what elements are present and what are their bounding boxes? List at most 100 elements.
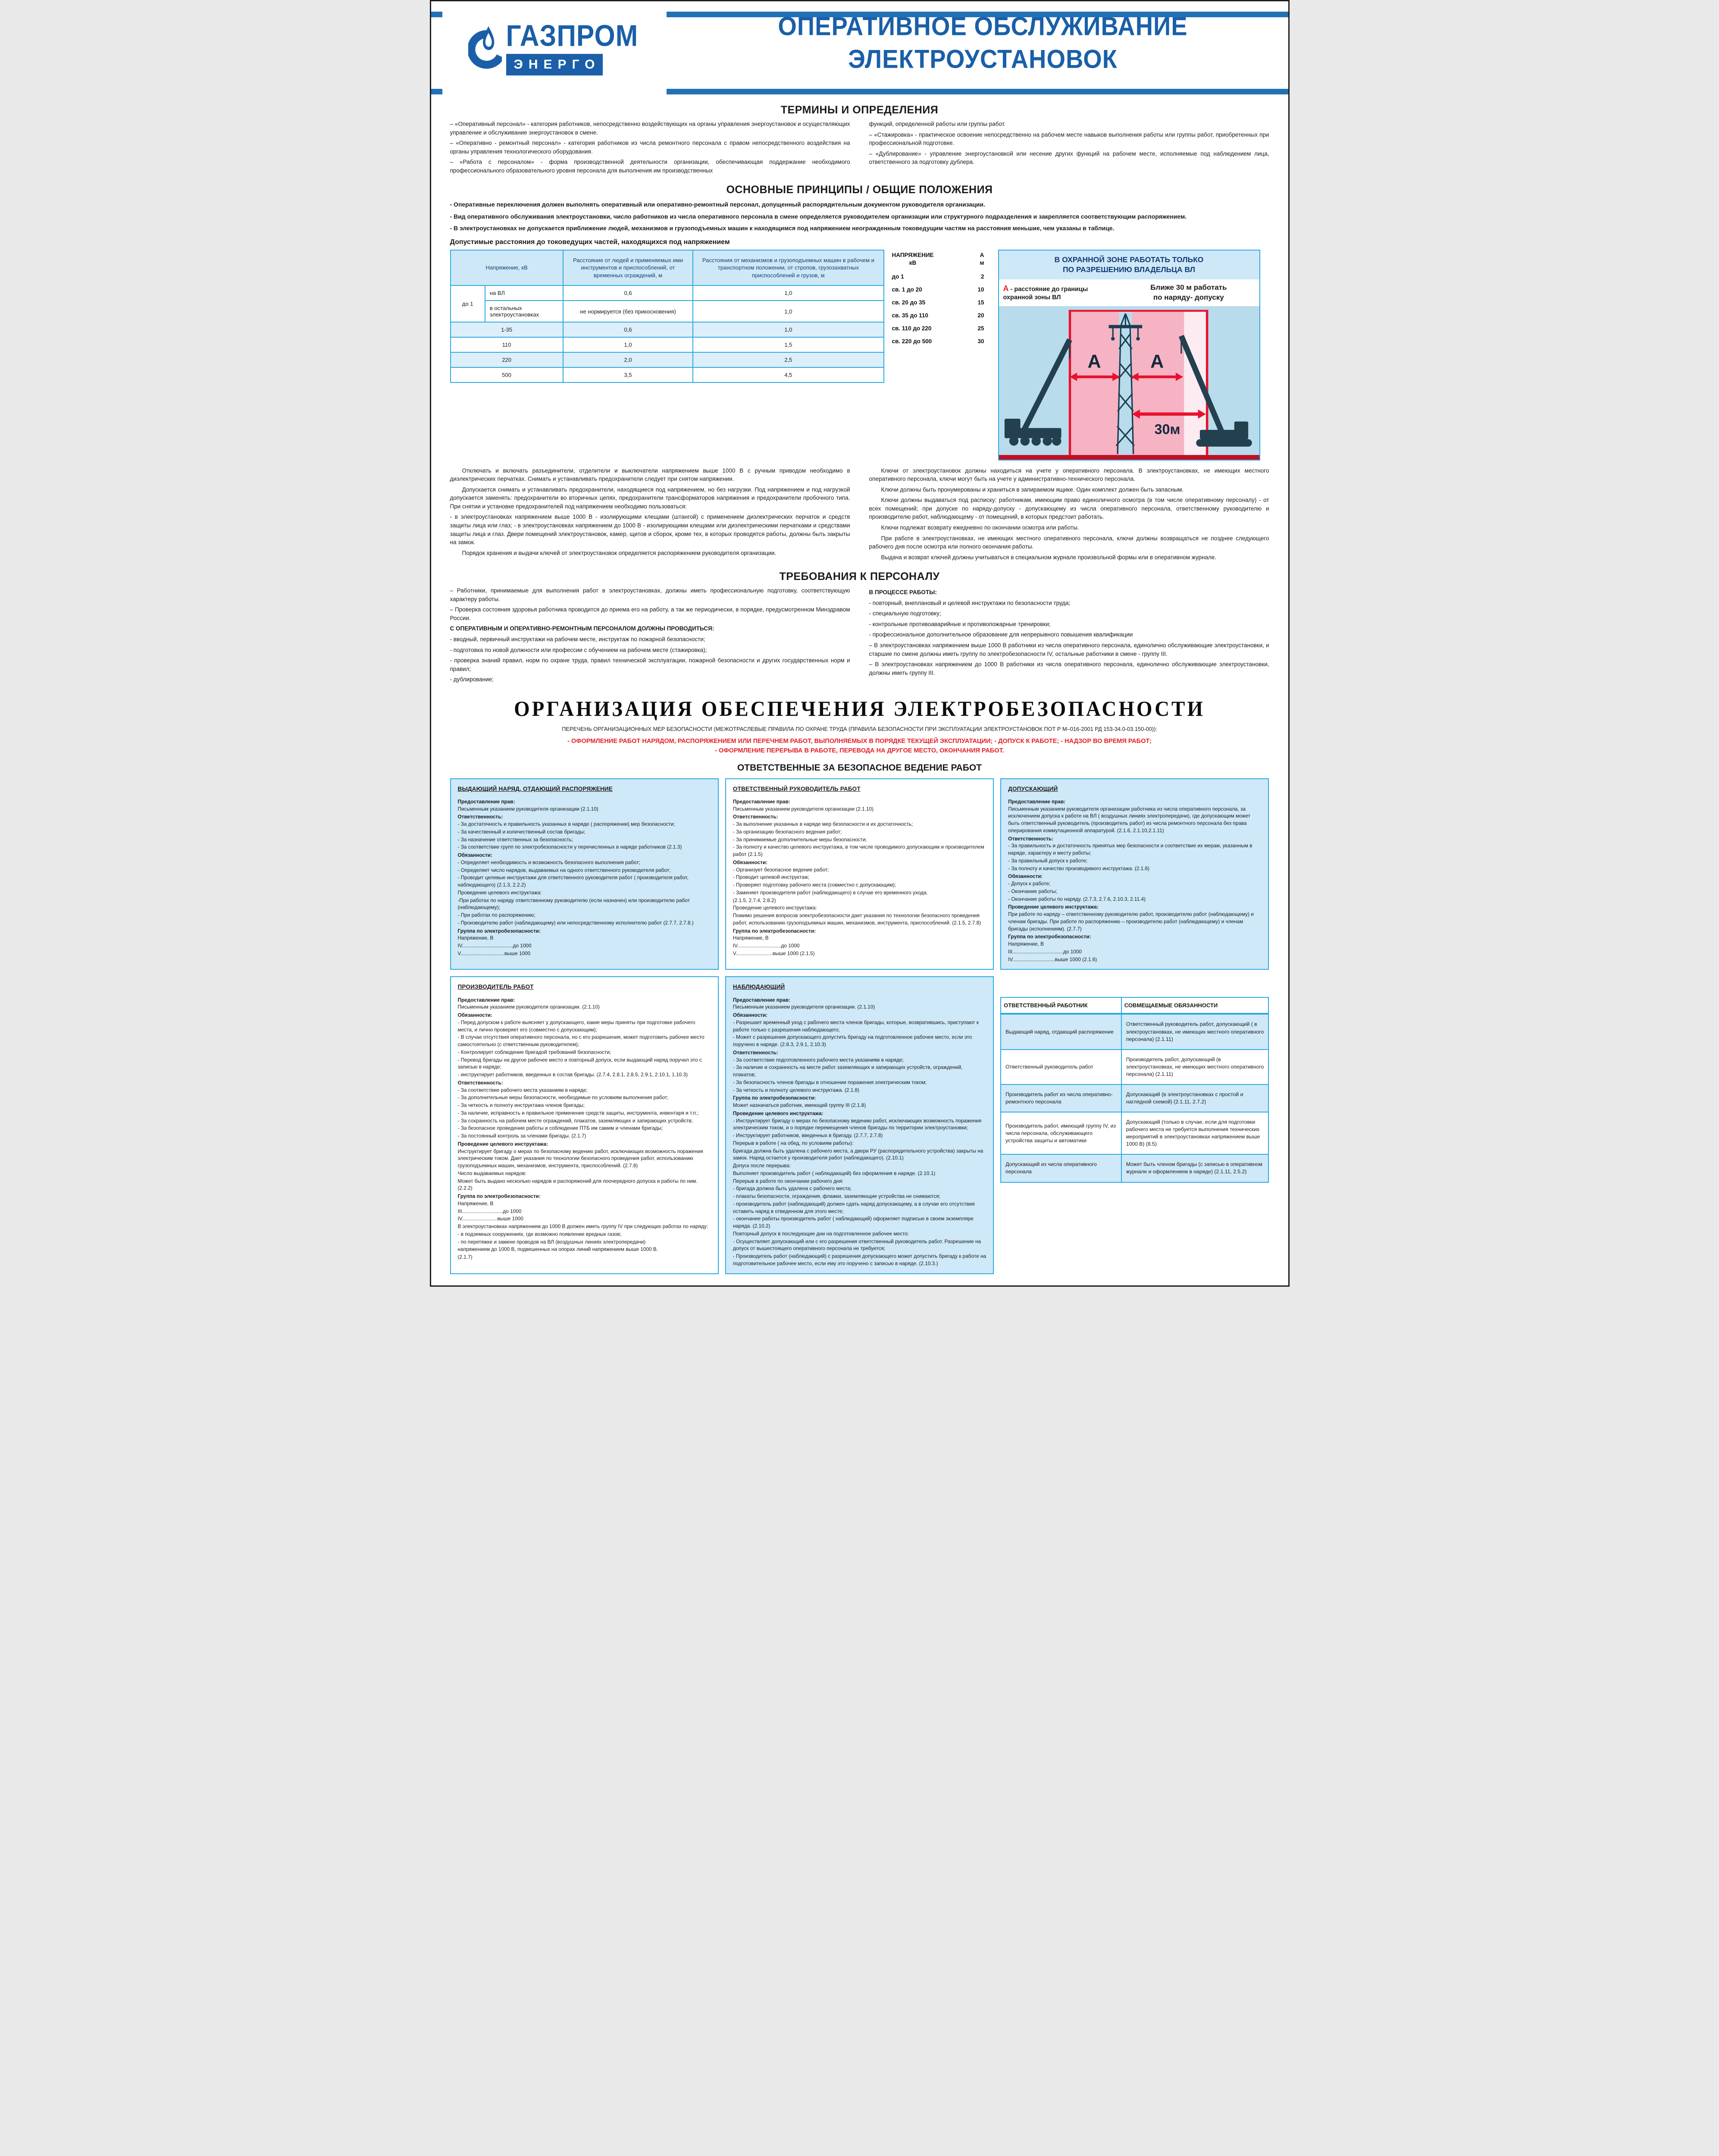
responsible-cards-grid: ВЫДАЮЩИЙ НАРЯД, ОТДАЮЩИЙ РАСПОРЯЖЕНИЕ Пр…	[450, 778, 1269, 1274]
transmission-tower-icon	[1108, 313, 1142, 454]
text-line: - За соответствие рабочего места указани…	[457, 1087, 588, 1093]
text-line: - Производителю работ (наблюдающему) или…	[457, 919, 694, 926]
text-line: Проведение целевого инструктажа:	[457, 889, 542, 896]
table-row: Выдающий наряд, отдающий распоряжение От…	[1000, 1013, 1269, 1050]
text-line: Группа по электробезопасности:	[457, 1193, 541, 1200]
text-line: Помимо решения вопросов электробезопасно…	[733, 912, 981, 926]
text-line: Инструктирует бригаду о мерах по безопас…	[457, 1148, 703, 1169]
text-line: III.............................до 1000	[457, 1208, 522, 1214]
text-line: - За организацию безопасного ведения раб…	[733, 828, 842, 835]
text-line: - Заменяет производителя работ (наблюдаю…	[733, 889, 928, 896]
table-row: 110 1,0 1,5	[450, 337, 884, 353]
text-line: - дублирование;	[450, 676, 494, 683]
terms-right-column: функций, определенной работы или группы …	[869, 120, 1269, 177]
text-line: Группа по электробезопасности:	[733, 928, 816, 934]
svg-text:А: А	[1087, 351, 1101, 372]
crane-right-icon	[1178, 335, 1252, 447]
text-line: – «Оперативный персонал» - категория раб…	[450, 121, 850, 136]
cell: 500	[450, 367, 564, 383]
text-line: Обязанности:	[457, 1012, 492, 1018]
card-producer-title: ПРОИЗВОДИТЕЛЬ РАБОТ	[457, 984, 534, 990]
text-line: – «Стажировка» - практическое освоение н…	[869, 131, 1269, 147]
crane-left-icon	[1004, 338, 1072, 446]
text-line: - Перевод бригады на другое рабочее мест…	[457, 1056, 702, 1070]
text-line: Предоставление прав:	[457, 997, 515, 1003]
text-line: – «Дублирование» - управление энергоуста…	[869, 150, 1269, 166]
text-line: - В случае отсутствия оперативного персо…	[457, 1034, 705, 1048]
cell: Ответственный руководитель работ, допуск…	[1121, 1013, 1269, 1050]
card-observer-title: НАБЛЮДАЮЩИЙ	[733, 984, 785, 990]
table-row: Производитель работ из числа оперативно-…	[1000, 1084, 1269, 1113]
text-line: - За правильный допуск к работе;	[1008, 857, 1088, 864]
card-observer-body: Предоставление прав: Письменным указанием…	[733, 997, 986, 1267]
text-line: Напряжение, В	[457, 935, 494, 941]
logo-text: ГАЗПРОМ ЭНЕРГО	[506, 19, 639, 75]
cell: 1,0	[562, 337, 694, 353]
text-line: - Допуск к работе;	[1008, 881, 1051, 887]
text-line: При работе в электроустановках, не имеющ…	[869, 535, 1269, 550]
text-line: - Вид оперативного обслуживания электроу…	[450, 213, 1187, 220]
zone-scene-illustration: А А 30м	[999, 306, 1259, 460]
text-line: - подготовка по новой должности или проф…	[450, 646, 707, 653]
text-line: Ключи должны выдаваться под расписку: ра…	[869, 497, 1269, 520]
text-line: Бригада должна быть удалена с рабочего м…	[733, 1147, 983, 1161]
terms-section: – «Оперативный персонал» - категория раб…	[450, 120, 1269, 177]
cell: 1-35	[450, 322, 564, 338]
text-line: - Инструктирует работников, введенных в …	[733, 1132, 883, 1139]
text-line: - За безопасность членов бригады в отнош…	[733, 1079, 927, 1085]
text-line: Ответственность:	[1008, 835, 1054, 842]
text-line: V..........................выше 1000 (2.…	[733, 950, 815, 956]
text-line: - За соответствие подготовленного рабоче…	[733, 1056, 904, 1063]
text-line: – В электроустановках напряжением выше 1…	[869, 642, 1269, 657]
text-line: - Контролирует соблюдение бригадой требо…	[457, 1049, 611, 1055]
personnel-heading: ТРЕБОВАНИЯ К ПЕРСОНАЛУ	[779, 570, 940, 583]
card-supervisor-title: ОТВЕТСТВЕННЫЙ РУКОВОДИТЕЛЬ РАБОТ	[733, 785, 861, 792]
text-line: - За полноту и качество целевого инструк…	[733, 844, 984, 858]
text-line: Ответственность:	[733, 1049, 778, 1056]
cell: Допускающий (в электроустановках с прост…	[1121, 1084, 1269, 1113]
text-line: - бригада должна быть удалена с рабочего…	[733, 1185, 852, 1192]
cell: не нормируется (без прикосновения)	[562, 300, 694, 323]
text-line: - инструктирует работников, введенных в …	[457, 1072, 688, 1078]
cell: 1,0	[692, 322, 884, 338]
text-line: (2.1.7)	[457, 1254, 473, 1260]
text-line: - В электроустановках не допускается при…	[450, 225, 1115, 232]
keys-right-column: Ключи от электроустановок должны находит…	[869, 467, 1269, 564]
cell: Производитель работ из числа оперативно-…	[1000, 1084, 1122, 1113]
text-line: Проведение целевого инструктажа:	[733, 1110, 823, 1116]
organization-heading: ОРГАНИЗАЦИЯ ОБЕСПЕЧЕНИЯ ЭЛЕКТРОБЕЗОПАСНО…	[514, 697, 1205, 721]
text-line: - по перетяжке и замене проводов на ВЛ (…	[457, 1238, 646, 1245]
text-line: Число выдаваемых нарядов:	[457, 1170, 526, 1176]
page-title-line2: ЭЛЕКТРОУСТАНОВОК	[848, 44, 1118, 74]
zone-list-row: св. 35 до 110 20	[892, 312, 984, 319]
principles-list: - Оперативные переключения должен выполн…	[450, 200, 1269, 233]
text-line: Предоставление прав:	[733, 997, 790, 1003]
text-line: Проведение целевого инструктажа:	[457, 1141, 548, 1147]
text-line: В электроустановках напряжением до 1000 …	[457, 1223, 708, 1230]
text-line: Ключи подлежат возврату ежедневно по око…	[881, 524, 1079, 531]
cell: на ВЛ	[484, 285, 564, 301]
logo-energo-label: ЭНЕРГО	[506, 54, 603, 75]
card-supervisor-body: Предоставление прав: Письменным указанием…	[733, 798, 986, 957]
card-producer: ПРОИЗВОДИТЕЛЬ РАБОТ Предоставление прав:…	[450, 976, 719, 1274]
card-admitter-body: Предоставление прав: Письменным указанием…	[1008, 798, 1261, 963]
cell: Производитель работ, имеющий группу IV, …	[1000, 1112, 1122, 1155]
text-line: - За правильность и достаточность принят…	[1008, 843, 1252, 856]
table-row: Ответственный руководитель работ Произво…	[1000, 1049, 1269, 1085]
text-line: Отключать и включать разъединители, отде…	[450, 467, 850, 483]
cell: 2,0	[562, 352, 694, 368]
distance-a-arrow-right	[1130, 372, 1183, 381]
card-issuer-title: ВЫДАЮЩИЙ НАРЯД, ОТДАЮЩИЙ РАСПОРЯЖЕНИЕ	[457, 785, 613, 792]
text-line: Ключи от электроустановок должны находит…	[869, 467, 1269, 483]
text-line: Обязанности:	[733, 1012, 768, 1018]
cell: 110	[450, 337, 564, 353]
text-line: При работе по наряду – ответственному ру…	[1008, 911, 1254, 932]
cell: Ответственный руководитель работ	[1000, 1049, 1122, 1085]
text-line: - Проводит целевые инструктажи для ответ…	[457, 874, 689, 888]
text-line: - Может с разрешения допускающего допуст…	[733, 1034, 972, 1048]
logo-gazprom-label: ГАЗПРОМ	[506, 19, 639, 53]
text-line: - За наличие, исправность и правильное п…	[457, 1109, 699, 1116]
text-line: – Проверка состояния здоровья работника …	[450, 606, 850, 621]
text-line: V...............................выше 100…	[457, 950, 531, 956]
